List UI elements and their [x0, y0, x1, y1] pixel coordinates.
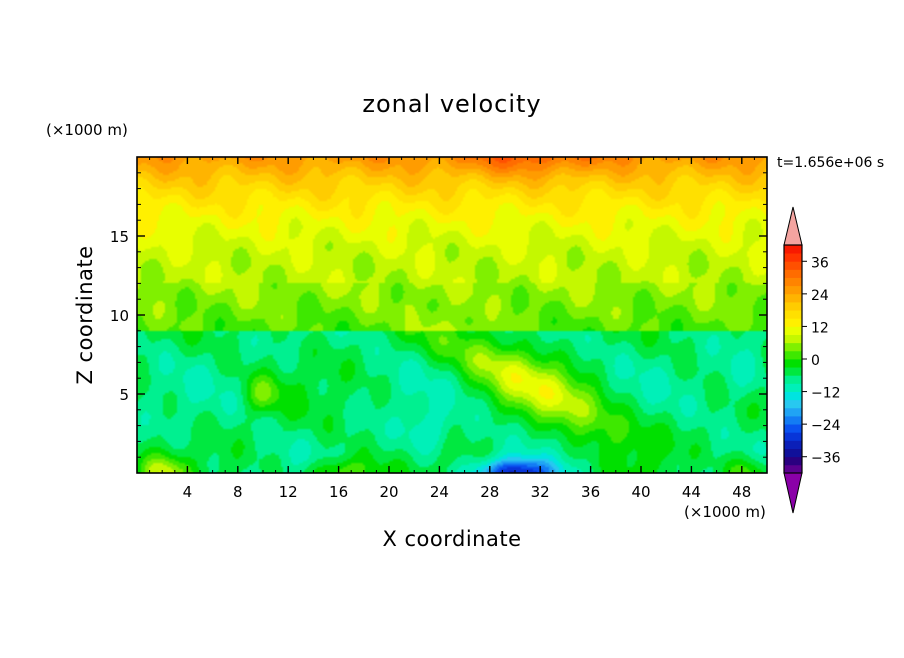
- colorbar-band: [784, 440, 802, 449]
- colorbar-band: [784, 456, 802, 466]
- colorbar-band: [784, 261, 802, 270]
- colorbar-band: [784, 416, 802, 425]
- colorbar-tick-label: 36: [811, 255, 829, 271]
- x-tick-label: 36: [581, 483, 600, 501]
- colorbar-over-arrow: [783, 206, 803, 246]
- colorbar: 36 24 12 0 −12 −24 −36: [783, 206, 841, 514]
- colorbar-band: [784, 375, 802, 384]
- x-axis-label: X coordinate: [382, 527, 521, 551]
- y-axis-label: Z coordinate: [73, 245, 97, 384]
- y-axis: 5 10 15: [110, 172, 767, 458]
- velocity-field: [137, 157, 767, 473]
- colorbar-band: [784, 253, 802, 262]
- colorbar-band: [784, 342, 802, 352]
- colorbar-band: [784, 334, 802, 344]
- y-tick-label: 10: [110, 307, 129, 325]
- x-unit-label: (×1000 m): [684, 503, 766, 521]
- z-unit-label: (×1000 m): [46, 121, 128, 139]
- time-label: t=1.656e+06 s: [777, 155, 884, 171]
- x-tick-label: 24: [430, 483, 449, 501]
- x-tick-label: 44: [682, 483, 701, 501]
- colorbar-band: [784, 399, 802, 409]
- colorbar-band: [784, 448, 802, 458]
- colorbar-band: [784, 302, 802, 311]
- x-tick-label: 20: [379, 483, 398, 501]
- colorbar-band: [784, 367, 802, 376]
- x-tick-label: 40: [631, 483, 650, 501]
- colorbar-band: [784, 464, 802, 474]
- y-tick-label: 15: [110, 228, 129, 246]
- colorbar-band: [784, 383, 802, 392]
- x-tick-label: 4: [183, 483, 193, 501]
- colorbar-band: [784, 359, 802, 368]
- x-tick-label: 28: [480, 483, 499, 501]
- colorbar-band: [784, 245, 802, 254]
- colorbar-band: [784, 432, 802, 441]
- chart-title: zonal velocity: [362, 90, 541, 118]
- y-tick-label: 5: [119, 386, 129, 404]
- colorbar-band: [784, 293, 802, 303]
- colorbar-band: [784, 318, 802, 327]
- colorbar-tick-label: 12: [811, 320, 829, 336]
- x-tick-label: 16: [329, 483, 348, 501]
- colorbar-tick-label: 24: [811, 288, 829, 304]
- colorbar-band: [784, 285, 802, 295]
- colorbar-band: [784, 310, 802, 319]
- x-tick-label: 48: [732, 483, 751, 501]
- colorbar-tick-label: −24: [811, 418, 841, 434]
- x-tick-label: 32: [531, 483, 550, 501]
- colorbar-band: [784, 277, 802, 287]
- x-tick-label: 12: [279, 483, 298, 501]
- colorbar-tick-label: 0: [811, 353, 820, 369]
- colorbar-band: [784, 391, 802, 401]
- colorbar-band: [784, 350, 802, 360]
- colorbar-band: [784, 269, 802, 278]
- x-axis: 4 8 12 16 20 24 28 32 36 40 44 48: [149, 157, 755, 501]
- colorbar-tick-label: −12: [811, 386, 841, 402]
- colorbar-band: [784, 407, 802, 417]
- colorbar-band: [784, 326, 802, 335]
- colorbar-under-arrow: [783, 472, 803, 514]
- colorbar-band: [784, 424, 802, 433]
- colorbar-tick-label: −36: [811, 451, 841, 467]
- x-tick-label: 8: [233, 483, 243, 501]
